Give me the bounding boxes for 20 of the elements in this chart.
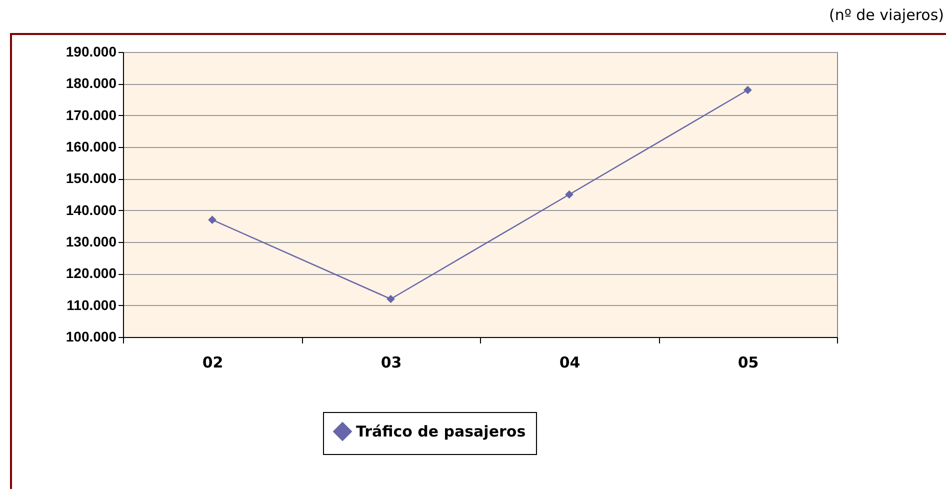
- point: [386, 294, 395, 304]
- y-tick-label: 160.000: [66, 138, 117, 154]
- legend-label: Tráfico de pasajeros: [356, 422, 526, 440]
- x-tick-label: 03: [380, 354, 402, 372]
- point: [565, 190, 574, 199]
- y-tick-label: 130.000: [66, 234, 117, 250]
- y-tick-label: 150.000: [66, 170, 117, 186]
- y-tick-label: 180.000: [66, 75, 117, 92]
- point: [744, 86, 752, 94]
- x-tick-label: 02: [202, 354, 224, 372]
- y-tick-label: 110.000: [66, 296, 117, 313]
- y-tick-label: 100.000: [66, 328, 117, 344]
- point: [208, 216, 216, 224]
- y-tick-label: 170.000: [66, 106, 117, 123]
- text: (nº de viajeros): [828, 6, 944, 24]
- x-tick-label: 05: [738, 354, 759, 372]
- y-tick-label: 140.000: [66, 202, 117, 218]
- y-tick-label: 120.000: [66, 265, 117, 282]
- y-tick-label: 190.000: [66, 44, 117, 60]
- x-tick-label: 04: [559, 354, 580, 372]
